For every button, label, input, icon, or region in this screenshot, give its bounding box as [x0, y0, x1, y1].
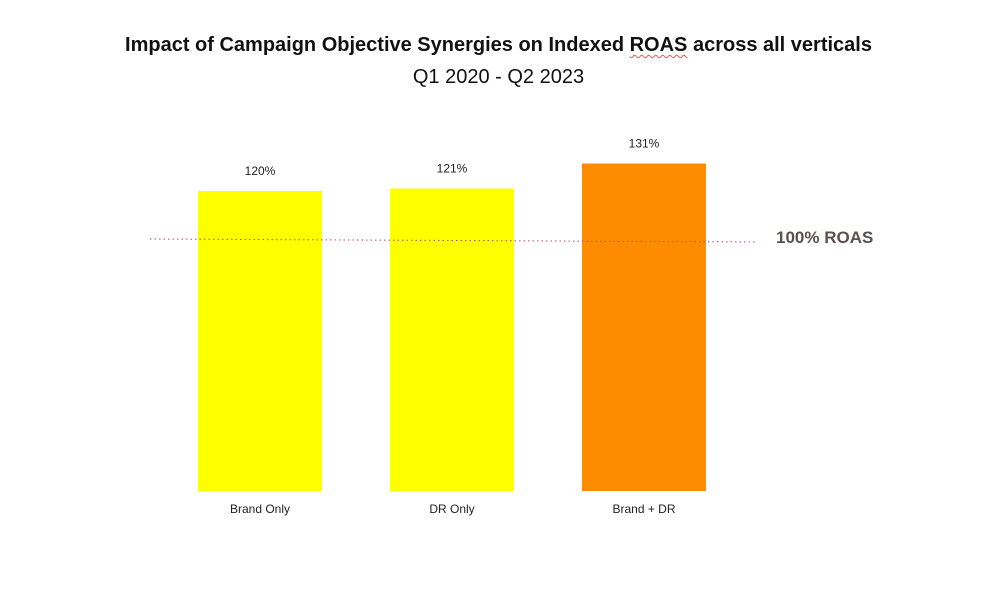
- chart-title-end: across all verticals: [687, 34, 872, 56]
- value-label: 121%: [437, 162, 468, 176]
- chart-title: Impact of Campaign Objective Synergies o…: [0, 34, 997, 57]
- bar-dr-only: [390, 188, 514, 491]
- category-label: DR Only: [429, 502, 474, 516]
- category-label: Brand + DR: [612, 502, 675, 516]
- value-label: 131%: [629, 137, 660, 151]
- value-label: 120%: [245, 164, 276, 178]
- chart-title-highlight: ROAS: [629, 34, 688, 56]
- bar-brand-dr: [582, 163, 706, 491]
- bar-brand-only: [198, 191, 322, 491]
- chart-subtitle: Q1 2020 - Q2 2023: [412, 66, 585, 88]
- chart-title-start: Impact of Campaign Objective Synergies o…: [125, 34, 630, 56]
- reference-line-label: 100% ROAS: [776, 228, 873, 247]
- category-label: Brand Only: [230, 502, 290, 516]
- reference-line: [149, 238, 756, 243]
